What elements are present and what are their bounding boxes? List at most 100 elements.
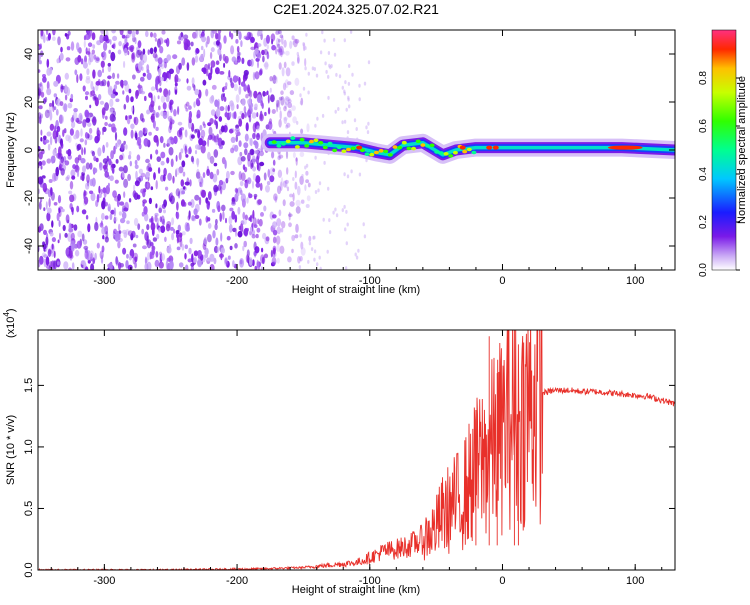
noise-cell <box>109 175 114 182</box>
noise-cell <box>200 45 204 51</box>
noise-cell <box>178 191 181 199</box>
noise-cell <box>51 252 54 257</box>
noise-cell <box>276 37 280 47</box>
noise-cell <box>285 67 291 77</box>
noise-cell <box>169 195 175 205</box>
noise-cell <box>275 99 280 108</box>
noise-cell <box>216 246 220 253</box>
noise-cell <box>91 150 95 157</box>
noise-cell <box>256 261 260 269</box>
colorbar-tick-label: 0.6 <box>698 119 709 133</box>
noise-cell <box>219 253 224 258</box>
noise-cell <box>107 175 110 180</box>
noise-cell <box>168 146 174 156</box>
noise-cell <box>132 190 137 198</box>
noise-cell <box>109 98 114 108</box>
noise-cell <box>358 172 362 177</box>
noise-cell <box>258 218 263 227</box>
noise-cell <box>223 96 227 102</box>
noise-cell <box>42 243 47 250</box>
noise-cell <box>55 166 59 177</box>
noise-cell <box>245 254 250 263</box>
band-blob <box>383 149 389 154</box>
noise-cell <box>73 108 78 113</box>
noise-cell <box>249 230 252 236</box>
band-blob <box>411 146 417 151</box>
noise-cell <box>93 96 97 100</box>
noise-cell <box>235 134 238 143</box>
noise-cell <box>156 222 159 230</box>
noise-cell <box>204 253 209 258</box>
noise-cell <box>345 241 348 246</box>
noise-cell <box>260 266 264 270</box>
noise-cell <box>217 32 221 42</box>
noise-cell <box>288 211 291 221</box>
noise-cell <box>213 149 219 158</box>
noise-cell <box>108 123 112 128</box>
noise-cell <box>238 140 242 148</box>
noise-cell <box>249 148 255 156</box>
noise-cell <box>366 130 370 135</box>
noise-cell <box>111 30 116 34</box>
noise-cell <box>76 240 82 249</box>
noise-cell <box>137 49 142 56</box>
noise-cell <box>49 102 53 107</box>
noise-cell <box>64 232 68 238</box>
noise-cell <box>138 168 143 175</box>
noise-cell <box>169 117 173 126</box>
colorbar-tick-label: 0.8 <box>698 71 709 85</box>
noise-cell <box>235 188 238 194</box>
noise-cell <box>195 158 200 166</box>
noise-cell <box>194 194 200 201</box>
noise-cell <box>171 232 175 241</box>
noise-cell <box>146 261 152 270</box>
noise-cell <box>225 82 228 88</box>
noise-cell <box>272 236 277 244</box>
noise-cell <box>102 158 108 164</box>
noise-cell <box>192 31 197 39</box>
noise-speckle <box>38 30 371 270</box>
band-blob <box>294 145 300 149</box>
noise-cell <box>250 226 253 232</box>
noise-cell <box>262 55 265 63</box>
noise-cell <box>149 47 154 55</box>
noise-cell <box>43 229 47 235</box>
noise-cell <box>107 80 110 88</box>
noise-cell <box>155 251 159 258</box>
noise-cell <box>353 118 357 123</box>
noise-cell <box>110 150 114 160</box>
noise-cell <box>247 152 251 162</box>
noise-cell <box>53 202 58 206</box>
noise-cell <box>257 60 259 69</box>
noise-cell <box>57 239 60 244</box>
noise-cell <box>242 164 246 171</box>
noise-cell <box>229 111 232 118</box>
noise-cell <box>307 259 310 264</box>
noise-cell <box>217 137 223 147</box>
band-blob <box>271 140 277 144</box>
noise-cell <box>160 160 165 166</box>
noise-cell <box>102 164 108 170</box>
band-blob <box>392 145 398 149</box>
noise-cell <box>314 123 317 128</box>
band-blob <box>332 148 338 153</box>
noise-cell <box>120 218 126 224</box>
noise-cell <box>89 178 93 187</box>
noise-cell <box>333 52 337 57</box>
noise-cell <box>150 32 153 38</box>
noise-cell <box>276 226 282 235</box>
noise-cell <box>49 66 53 75</box>
noise-cell <box>291 35 295 40</box>
noise-cell <box>137 40 142 49</box>
noise-cell <box>130 123 135 130</box>
noise-cell <box>252 180 254 189</box>
noise-cell <box>232 75 238 83</box>
noise-cell <box>113 207 117 217</box>
noise-cell <box>279 245 285 254</box>
noise-cell <box>261 49 265 56</box>
noise-cell <box>226 260 230 268</box>
noise-cell <box>262 232 267 240</box>
noise-cell <box>277 169 283 178</box>
noise-cell <box>127 30 133 35</box>
